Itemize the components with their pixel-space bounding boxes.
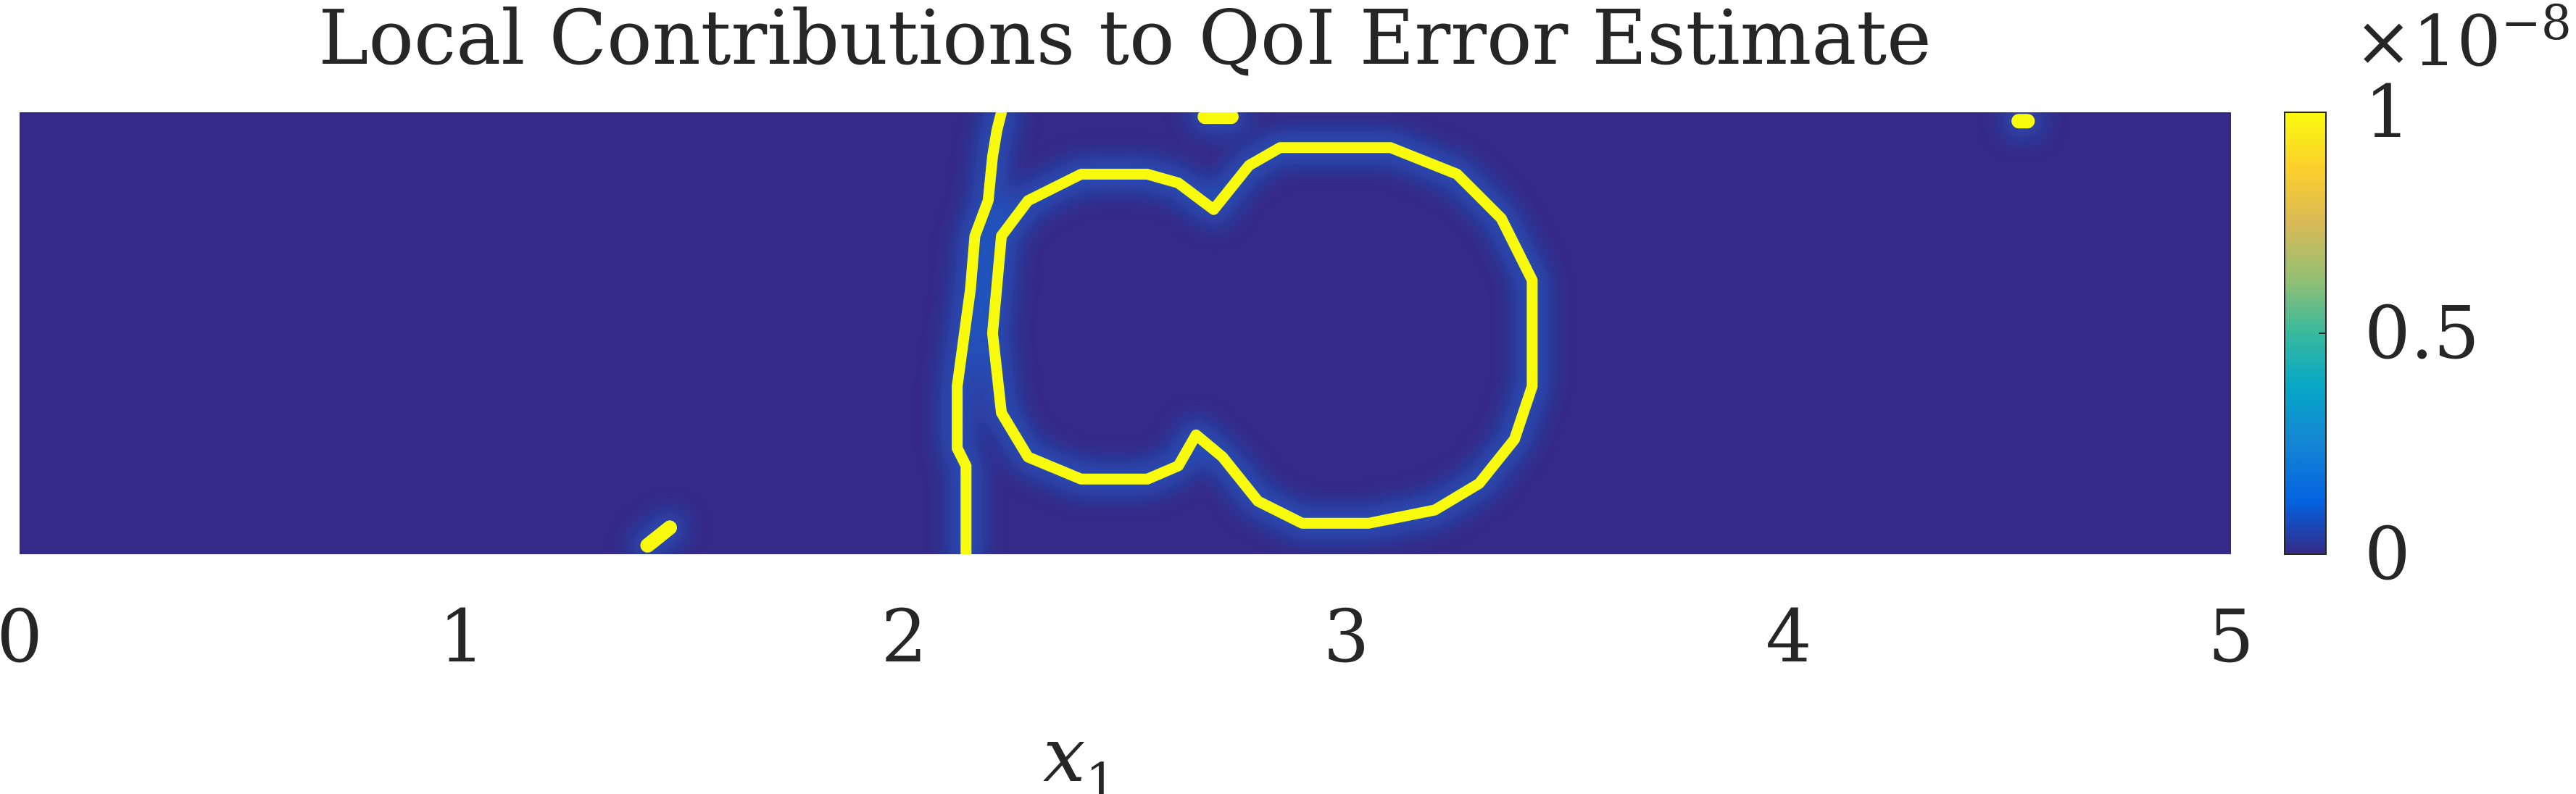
x-tick-label: 4 xyxy=(1766,594,1812,679)
double-lobe-contour xyxy=(986,142,1538,529)
chart-title: Local Contributions to QoI Error Estimat… xyxy=(318,0,1931,82)
front-line xyxy=(952,112,1007,554)
x-tick-label: 2 xyxy=(881,594,928,679)
x-tick-label: 1 xyxy=(439,594,485,679)
colorbar-tick-label: 0.5 xyxy=(2364,291,2480,375)
x-tick-label: 3 xyxy=(1324,594,1370,679)
x-tick-label: 5 xyxy=(2208,594,2254,679)
x-tick-label: 0 xyxy=(0,594,43,679)
colorbar-multiplier: ×10−8 xyxy=(2354,0,2572,82)
x-axis-label-subscript: 1 xyxy=(1086,753,1117,794)
x-axis-label: x1 xyxy=(1043,711,1117,794)
plot-area xyxy=(20,112,2231,554)
x-axis-label-main: x xyxy=(1043,711,1086,794)
colorbar-tick-label: 1 xyxy=(2364,70,2411,154)
colorbar-multiplier-exponent: −8 xyxy=(2501,0,2572,51)
bottom-spot xyxy=(640,520,677,553)
colorbar-tick-label: 0 xyxy=(2364,511,2411,596)
colorbar-ticks: 00.51 xyxy=(2319,70,2480,596)
colorbar: 00.51 ×10−8 xyxy=(2284,0,2572,596)
x-axis-ticks: 0 1 2 3 4 5 xyxy=(0,594,2254,679)
colorbar-multiplier-base: ×10 xyxy=(2354,1,2501,82)
